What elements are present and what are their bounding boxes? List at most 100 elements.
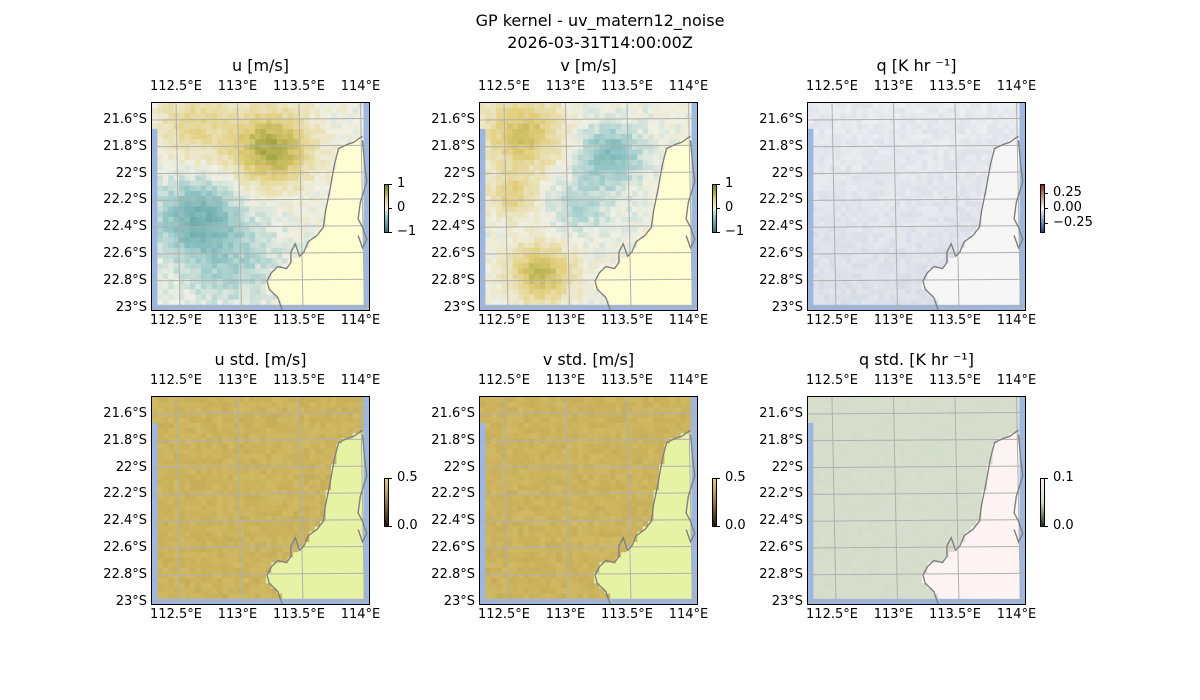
- panel-q-cell: [856, 258, 863, 265]
- panel-v-cell: [680, 175, 687, 182]
- panel-q-cell: [873, 247, 880, 254]
- panel-u-cell: [173, 284, 180, 290]
- panel-v-cell: [642, 159, 649, 166]
- panel-v-cell: [588, 268, 595, 275]
- panel-q-cell: [856, 190, 863, 197]
- panel-u-cell: [341, 289, 348, 296]
- panel-u-cell: [293, 113, 300, 120]
- panel-q-cell: [845, 242, 852, 249]
- panel-v-cell: [490, 232, 497, 239]
- panel-q-cell: [911, 294, 918, 301]
- panel-u-cell: [227, 263, 234, 270]
- panel-q-cell: [818, 123, 825, 130]
- panel-q-cell: [949, 299, 956, 306]
- panel-q-cell: [997, 278, 1004, 285]
- panel-u-cell: [260, 227, 267, 233]
- panel-v-cell: [615, 299, 622, 306]
- panel-u-cell: [217, 165, 224, 171]
- panel-u-cell: [249, 211, 256, 218]
- panel-q-cell: [981, 170, 988, 177]
- panel-q-cell: [943, 165, 950, 171]
- panel-q-cell: [981, 253, 988, 259]
- panel-u-cell: [303, 284, 310, 290]
- panel-q-cell: [911, 258, 918, 265]
- panel-q-cell: [873, 134, 880, 140]
- panel-u-std-cell: [282, 397, 289, 403]
- panel-q-cell: [851, 253, 858, 259]
- panel-q-cell: [883, 206, 890, 213]
- panel-v-cell: [599, 190, 606, 197]
- panel-v-cell: [659, 237, 666, 244]
- panel-q-cell: [894, 294, 901, 301]
- panel-q-cell: [905, 273, 912, 280]
- panel-q-cell: [965, 258, 972, 265]
- panel-v-cell: [545, 216, 552, 223]
- panel-u-cell: [227, 165, 234, 171]
- panel-q-cell: [851, 134, 858, 140]
- panel-q-cell: [970, 149, 977, 156]
- panel-q-cell: [987, 232, 994, 239]
- panel-v-cell: [588, 175, 595, 182]
- panel-q-cell: [1008, 289, 1015, 296]
- panel-u-cell: [331, 108, 338, 114]
- panel-v-cell: [583, 268, 590, 275]
- panel-u-cell: [206, 278, 213, 285]
- panel-u-cell: [168, 222, 175, 228]
- panel-v-cell: [480, 190, 487, 197]
- panel-q-cell: [905, 190, 912, 197]
- panel-u-cell: [298, 103, 305, 109]
- panel-v-cell: [642, 242, 649, 249]
- panel-u-cell: [206, 128, 213, 135]
- panel-q-cell: [959, 294, 966, 301]
- panel-v-cell: [604, 128, 611, 135]
- panel-q-cell: [911, 222, 918, 228]
- panel-v-cell: [610, 242, 617, 249]
- panel-q-cell: [862, 201, 869, 208]
- panel-v-cell: [604, 304, 611, 310]
- panel-u-cell: [298, 165, 305, 171]
- panel-u-cell: [303, 206, 310, 213]
- panel-v-cell: [653, 284, 660, 290]
- panel-q-cell: [856, 247, 863, 254]
- panel-q-cell: [916, 139, 923, 145]
- panel-u-cell: [189, 253, 196, 259]
- panel-q-cell: [970, 304, 977, 310]
- panel-q-cell: [965, 185, 972, 192]
- panel-v-cell: [534, 185, 541, 192]
- panel-v-cell: [599, 263, 606, 270]
- panel-u-cell: [265, 206, 272, 213]
- panel-u-cell: [200, 258, 207, 265]
- panel-u-cell: [200, 222, 207, 228]
- panel-q-cell: [873, 232, 880, 239]
- panel-q-cell: [992, 216, 999, 223]
- panel-v-cell: [686, 247, 693, 254]
- panel-u-cell: [217, 185, 224, 192]
- panel-v-cell: [610, 144, 617, 151]
- panel-u-cell: [189, 263, 196, 270]
- panel-v-cell: [599, 284, 606, 290]
- panel-q-cell: [829, 289, 836, 296]
- panel-v-cell: [485, 185, 492, 192]
- panel-u-cell: [303, 253, 310, 259]
- panel-u-gridline-lon: [298, 103, 304, 310]
- panel-q-cell: [835, 273, 842, 280]
- panel-v-cell: [517, 139, 524, 145]
- panel-u-cell: [287, 273, 294, 280]
- panel-u-cell: [162, 263, 169, 270]
- panel-q-cell: [949, 201, 956, 208]
- panel-u-cell: [168, 258, 175, 265]
- panel-v-cell: [572, 227, 579, 233]
- panel-u-cell: [276, 165, 283, 171]
- panel-u-cell: [255, 185, 262, 192]
- panel-u-cell: [217, 216, 224, 223]
- panel-q-cell: [808, 118, 815, 125]
- panel-q-cell: [921, 304, 928, 310]
- panel-u-cell: [265, 149, 272, 156]
- panel-q-cell: [862, 263, 869, 270]
- panel-q-cell: [943, 113, 950, 120]
- panel-u-cell: [293, 149, 300, 156]
- panel-q-cell: [873, 268, 880, 275]
- panel-v-cell: [512, 253, 519, 259]
- panel-v-cell: [523, 278, 530, 285]
- panel-u-cell: [282, 278, 289, 285]
